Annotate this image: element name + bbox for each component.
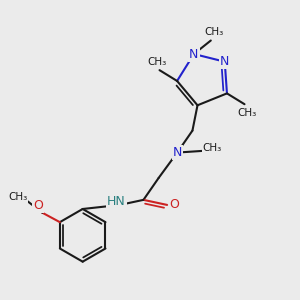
Text: O: O bbox=[169, 198, 179, 212]
Text: CH₃: CH₃ bbox=[204, 27, 223, 37]
Text: N: N bbox=[220, 55, 230, 68]
Text: N: N bbox=[189, 47, 199, 61]
Text: CH₃: CH₃ bbox=[238, 108, 257, 118]
Text: O: O bbox=[33, 199, 43, 212]
Text: CH₃: CH₃ bbox=[8, 193, 27, 202]
Text: HN: HN bbox=[107, 195, 126, 208]
Text: CH₃: CH₃ bbox=[147, 57, 167, 67]
Text: N: N bbox=[172, 146, 182, 159]
Text: CH₃: CH₃ bbox=[202, 143, 222, 153]
